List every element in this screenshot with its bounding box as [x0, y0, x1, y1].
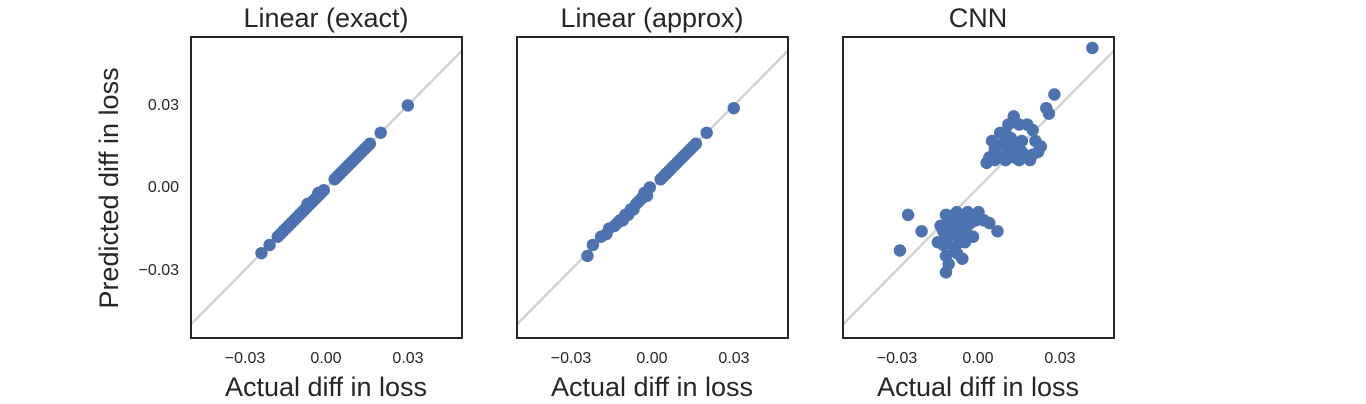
data-point [1015, 134, 1029, 148]
reference-line [842, 49, 1115, 326]
plot-area [842, 41, 1115, 326]
data-point [991, 225, 1004, 238]
x-tick-label: 0.00 [310, 350, 341, 367]
data-point [1048, 88, 1061, 101]
x-axis-label: Actual diff in loss [551, 372, 753, 402]
data-point [956, 252, 969, 265]
data-point [317, 184, 330, 197]
panel-linear-exact: Linear (exact) 0.03 0.00 −0.03 −0.03 0.0… [139, 3, 463, 402]
x-tick-label: 0.03 [718, 350, 749, 367]
data-point [643, 181, 656, 194]
data-point [958, 236, 972, 249]
x-axis-label: Actual diff in loss [225, 372, 427, 402]
data-point [1034, 140, 1048, 153]
x-tick-label: −0.03 [551, 350, 592, 367]
data-point [1040, 101, 1053, 115]
panel-linear-approx: Linear (approx) −0.03 0.00 0.03 Actual d… [516, 3, 789, 402]
data-point [969, 214, 982, 227]
x-tick-label: 0.00 [636, 350, 667, 367]
data-point [983, 216, 996, 230]
data-point [255, 246, 268, 260]
panel-title: Linear (exact) [243, 3, 408, 33]
data-point [1086, 41, 1099, 55]
axes-frame [190, 36, 463, 339]
data-point [689, 137, 703, 150]
data-point [727, 101, 740, 115]
data-point [374, 126, 387, 139]
data-point [915, 225, 928, 238]
data-point [893, 244, 907, 257]
data-point [401, 99, 414, 112]
axes-frame [842, 36, 1115, 339]
panel-cnn: CNN −0.03 0.00 0.03 Actual diff in loss [842, 3, 1115, 402]
x-tick-label: 0.00 [962, 350, 993, 367]
y-axis-label: Predicted diff in loss [94, 67, 124, 308]
plot-area [190, 49, 463, 326]
data-point [263, 238, 276, 252]
x-axis-label: Actual diff in loss [877, 372, 1079, 402]
axes-frame [516, 36, 789, 339]
data-point [901, 208, 915, 222]
data-point [942, 257, 955, 271]
data-point [1023, 153, 1037, 167]
data-point [363, 137, 377, 150]
data-point [700, 126, 713, 139]
data-point [581, 249, 594, 263]
data-point [586, 238, 600, 252]
y-tick-label: −0.03 [139, 262, 180, 279]
panel-title: Linear (approx) [560, 3, 743, 33]
plot-area [516, 49, 789, 326]
data-point [1004, 142, 1018, 156]
y-tick-label: 0.03 [148, 97, 179, 114]
x-tick-label: −0.03 [877, 350, 918, 367]
x-tick-label: 0.03 [1044, 350, 1075, 367]
panel-title: CNN [949, 3, 1008, 33]
data-point [1026, 123, 1039, 137]
y-tick-label: 0.00 [148, 179, 179, 196]
x-tick-label: 0.03 [392, 350, 423, 367]
data-point [942, 230, 955, 243]
data-point [988, 153, 1001, 167]
x-tick-label: −0.03 [225, 350, 266, 367]
